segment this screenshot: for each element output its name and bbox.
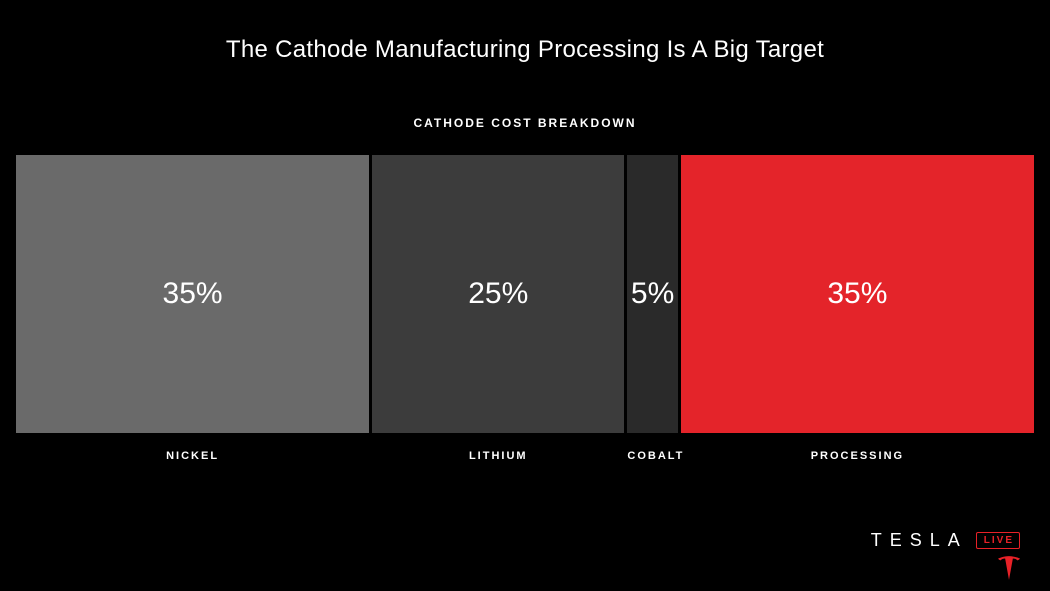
segment-label-cobalt: COBALT — [627, 450, 677, 470]
segment-value-processing: 35% — [827, 277, 887, 311]
cost-breakdown-chart: 35% 25% 5% 35% — [16, 155, 1034, 433]
segment-value-lithium: 25% — [468, 277, 528, 311]
segment-label-lithium: LITHIUM — [372, 450, 624, 470]
segment-label-processing: PROCESSING — [681, 450, 1034, 470]
brand-live-badge: LIVE — [976, 532, 1020, 549]
segment-label-nickel: NICKEL — [16, 450, 369, 470]
tesla-logo-icon — [998, 556, 1020, 585]
slide-title: The Cathode Manufacturing Processing Is … — [0, 0, 1050, 64]
chart-subtitle: CATHODE COST BREAKDOWN — [0, 64, 1050, 130]
segment-cobalt: 5% — [627, 155, 677, 433]
segment-value-nickel: 35% — [163, 277, 223, 311]
cost-breakdown-labels: NICKELLITHIUMCOBALTPROCESSING — [16, 450, 1034, 470]
brand-word: TESLA — [871, 530, 968, 551]
segment-nickel: 35% — [16, 155, 369, 433]
segment-processing: 35% — [681, 155, 1034, 433]
segment-lithium: 25% — [372, 155, 624, 433]
brand-block: TESLA LIVE — [871, 530, 1020, 551]
segment-value-cobalt: 5% — [631, 277, 674, 311]
